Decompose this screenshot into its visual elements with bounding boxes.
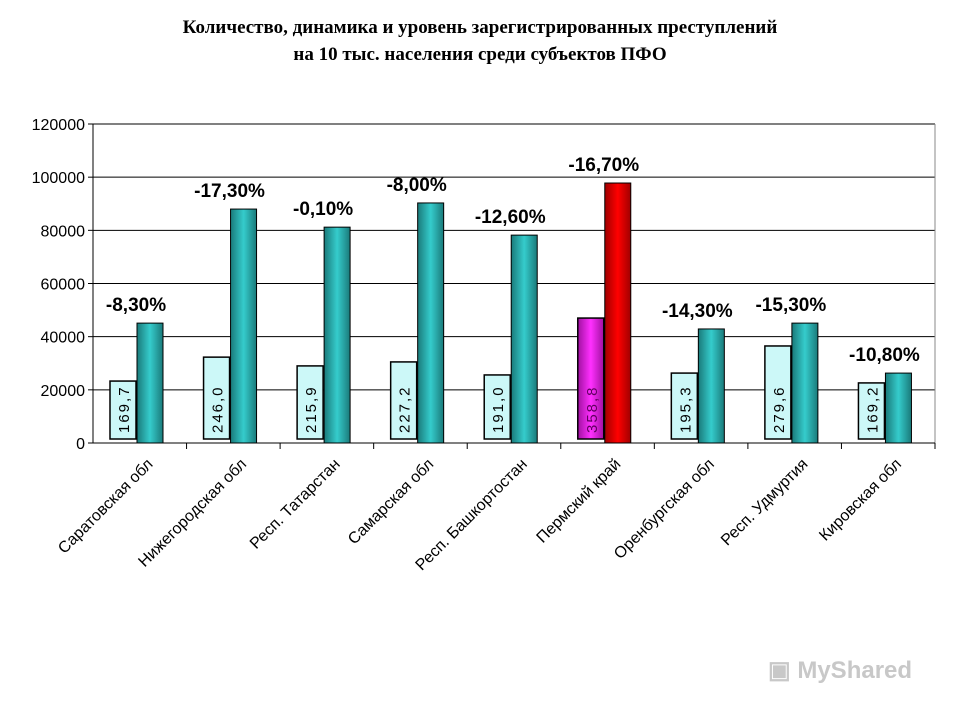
bar-count	[697, 328, 725, 444]
category-label: Нижегородская обл	[135, 456, 250, 571]
category-label: Респ. Удмуртия	[718, 456, 811, 549]
level-label: 191,0	[490, 385, 507, 433]
level-label: 358,8	[584, 385, 601, 433]
category-label: Самарская обл	[345, 456, 437, 548]
bar-count	[323, 226, 351, 444]
category-label: Пермский край	[534, 456, 625, 547]
change-label: -8,30%	[106, 295, 166, 316]
bar-count	[604, 182, 632, 444]
y-tick-label: 80000	[41, 223, 86, 240]
change-label: -15,30%	[755, 295, 826, 316]
level-label: 227,2	[397, 385, 414, 433]
category-label: Респ. Татарстан	[247, 456, 344, 553]
bar-level	[670, 372, 699, 440]
title-line-2: на 10 тыс. населения среди субъектов ПФО	[293, 44, 667, 65]
bar-level	[764, 345, 792, 440]
change-label: -16,70%	[568, 155, 639, 176]
chart-title: Количество, динамика и уровень зарегистр…	[0, 14, 960, 68]
category-label: Оренбургская обл	[611, 456, 718, 563]
y-tick-label: 0	[76, 436, 85, 453]
y-tick-label: 120000	[32, 117, 85, 134]
bar-count	[791, 322, 819, 444]
level-label: 279,6	[771, 385, 788, 433]
bar-level	[109, 380, 137, 440]
bar-count	[417, 202, 445, 444]
level-label: 246,0	[210, 385, 227, 433]
bar-count	[230, 208, 258, 444]
bar-count	[136, 322, 164, 444]
title-line-1: Количество, динамика и уровень зарегистр…	[182, 17, 778, 38]
change-label: -0,10%	[293, 199, 353, 220]
bar-level	[483, 374, 511, 440]
y-tick-label: 60000	[41, 277, 86, 294]
bar-count	[884, 372, 912, 444]
y-tick-label: 100000	[32, 170, 85, 187]
watermark-logo: ▣ MyShared	[768, 657, 913, 684]
change-label: -12,60%	[475, 207, 546, 228]
change-label: -8,00%	[387, 175, 447, 196]
bar-level	[389, 361, 418, 440]
category-label: Кировская обл	[816, 456, 905, 545]
y-tick-label: 20000	[41, 383, 86, 400]
change-label: -17,30%	[194, 181, 265, 202]
bar-level	[577, 317, 605, 440]
bar-level	[857, 382, 886, 440]
bar-count	[510, 234, 538, 444]
change-label: -14,30%	[662, 301, 733, 322]
bar-level	[202, 356, 231, 440]
change-label: -10,80%	[849, 345, 920, 366]
category-label: Саратовская обл	[55, 456, 156, 557]
level-label: 215,9	[303, 385, 320, 433]
bar-level	[296, 365, 324, 440]
level-label: 195,3	[677, 385, 694, 433]
level-label: 169,2	[864, 385, 881, 433]
y-tick-label: 40000	[41, 330, 86, 347]
level-label: 169,7	[116, 385, 133, 433]
